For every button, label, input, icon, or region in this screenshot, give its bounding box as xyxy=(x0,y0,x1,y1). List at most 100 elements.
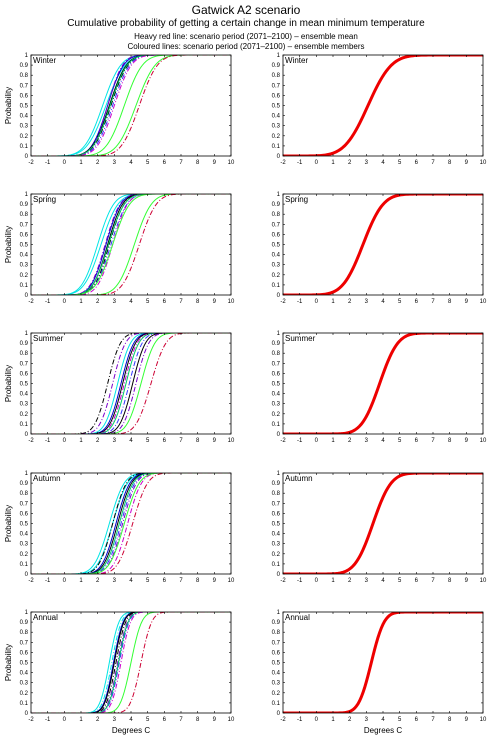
ensemble-member-line xyxy=(31,194,231,295)
x-axis-label: Degrees C xyxy=(364,726,402,735)
ensemble-mean-line xyxy=(283,333,483,434)
x-tick-label: 10 xyxy=(228,717,235,723)
ensemble-member-line xyxy=(31,55,231,156)
x-tick-label: 9 xyxy=(213,438,217,444)
x-tick-label: 3 xyxy=(365,438,369,444)
y-tick-label: 0.5 xyxy=(20,104,29,110)
panel-title: Summer xyxy=(285,334,316,343)
y-tick-label: 0.4 xyxy=(272,253,281,259)
panel-title: Autumn xyxy=(285,474,313,483)
plot-frame xyxy=(30,54,232,157)
chart-panel: 0 0.1 0.2 0.3 0.4 0.5 0.6 0.7 0.8 0.9 1 -2 -1 0 1 2 3 4 5 6… xyxy=(272,53,487,166)
ensemble-member-line xyxy=(31,194,231,295)
ensemble-member-line xyxy=(31,333,231,434)
y-tick-label: 0.4 xyxy=(272,114,281,120)
y-tick-label: 0.1 xyxy=(272,701,281,707)
plot-frame xyxy=(282,472,484,575)
y-tick-label: 0.9 xyxy=(272,620,281,626)
x-tick-label: 10 xyxy=(228,438,235,444)
x-tick-label: 6 xyxy=(415,160,419,166)
x-tick-label: 9 xyxy=(465,578,469,584)
x-tick-label: 0 xyxy=(315,717,319,723)
y-tick-label: 0.2 xyxy=(272,691,281,697)
x-tick-label: 3 xyxy=(113,299,117,305)
y-tick-label: 0.2 xyxy=(272,412,281,418)
chart-panel: 0 0.1 0.2 0.3 0.4 0.5 0.6 0.7 0.8 0.9 1 -2 -1 0 1 2 3 4 5 6… xyxy=(4,471,235,584)
x-tick-label: -1 xyxy=(45,438,51,444)
y-tick-label: 0.4 xyxy=(20,114,29,120)
y-tick-label: 0 xyxy=(25,711,29,717)
y-tick-label: 0 xyxy=(277,572,281,578)
x-tick-label: 1 xyxy=(331,578,335,584)
y-tick-label: 0.2 xyxy=(272,134,281,140)
ensemble-member-line xyxy=(31,612,231,713)
x-tick-label: 9 xyxy=(465,299,469,305)
x-tick-label: -1 xyxy=(297,160,303,166)
chart-panel: 0 0.1 0.2 0.3 0.4 0.5 0.6 0.7 0.8 0.9 1 -2 -1 0 1 2 3 4 5 6… xyxy=(4,192,235,305)
y-tick-label: 0.8 xyxy=(272,212,281,218)
x-tick-label: 10 xyxy=(480,160,487,166)
y-tick-label: 0.3 xyxy=(272,402,281,408)
plot-frame xyxy=(282,54,484,157)
y-tick-label: 0.9 xyxy=(20,63,29,69)
y-axis-label: Probability xyxy=(4,644,13,681)
y-tick-label: 0.6 xyxy=(20,93,29,99)
x-tick-label: 0 xyxy=(63,438,67,444)
y-tick-label: 0.5 xyxy=(20,661,29,667)
y-tick-label: 0.4 xyxy=(20,253,29,259)
y-tick-label: 0.5 xyxy=(272,243,281,249)
x-tick-label: 5 xyxy=(398,299,402,305)
y-tick-label: 0.8 xyxy=(20,73,29,79)
ensemble-member-line xyxy=(31,612,231,713)
x-tick-label: 6 xyxy=(415,299,419,305)
y-tick-label: 0.7 xyxy=(20,222,29,228)
y-tick-label: 0.1 xyxy=(20,422,29,428)
ensemble-member-line xyxy=(31,55,231,156)
y-tick-label: 0 xyxy=(277,293,281,299)
y-tick-label: 0.3 xyxy=(272,124,281,130)
x-tick-label: 0 xyxy=(63,160,67,166)
ensemble-member-line xyxy=(31,55,231,156)
y-tick-label: 0.1 xyxy=(272,422,281,428)
ensemble-member-line xyxy=(31,473,231,574)
ensemble-member-line xyxy=(31,194,231,295)
y-tick-label: 0.8 xyxy=(20,491,29,497)
chart-panel: 0 0.1 0.2 0.3 0.4 0.5 0.6 0.7 0.8 0.9 1 -2 -1 0 1 2 3 4 5 6… xyxy=(272,471,487,584)
x-tick-label: 0 xyxy=(63,578,67,584)
x-tick-label: 6 xyxy=(415,438,419,444)
y-tick-label: 0.7 xyxy=(272,83,281,89)
x-tick-label: -1 xyxy=(45,160,51,166)
y-tick-label: 0.3 xyxy=(20,402,29,408)
chart-panel: 0 0.1 0.2 0.3 0.4 0.5 0.6 0.7 0.8 0.9 1 -2 -1 0 1 2 3 4 5 6… xyxy=(4,610,235,735)
x-tick-label: 9 xyxy=(213,160,217,166)
y-tick-label: 0.4 xyxy=(20,532,29,538)
y-tick-label: 1 xyxy=(25,610,29,616)
y-tick-label: 0.6 xyxy=(20,232,29,238)
y-tick-label: 0.6 xyxy=(272,371,281,377)
x-tick-label: 7 xyxy=(179,438,183,444)
figure-note-members: Coloured lines: scenario period (2071–21… xyxy=(127,42,365,51)
y-tick-label: 0.4 xyxy=(272,532,281,538)
y-axis-label: Probability xyxy=(4,226,13,263)
x-tick-label: 7 xyxy=(431,717,435,723)
x-tick-label: 2 xyxy=(348,160,352,166)
x-tick-label: -2 xyxy=(280,438,286,444)
panel-title: Winter xyxy=(285,56,308,65)
ensemble-member-line xyxy=(31,194,231,295)
x-tick-label: 5 xyxy=(398,438,402,444)
y-tick-label: 0.3 xyxy=(20,681,29,687)
y-tick-label: 0.5 xyxy=(20,522,29,528)
y-axis-label: Probability xyxy=(4,505,13,542)
panel-title: Annual xyxy=(285,613,310,622)
ensemble-member-line xyxy=(31,473,231,574)
x-tick-label: -2 xyxy=(28,717,34,723)
x-tick-label: 8 xyxy=(448,438,452,444)
x-tick-label: 0 xyxy=(315,160,319,166)
y-tick-label: 0.3 xyxy=(272,681,281,687)
ensemble-member-line xyxy=(31,55,231,156)
x-tick-label: -2 xyxy=(280,160,286,166)
x-tick-label: 2 xyxy=(348,299,352,305)
ensemble-mean-line xyxy=(283,194,483,295)
ensemble-member-line xyxy=(31,333,231,434)
x-tick-label: 9 xyxy=(465,717,469,723)
